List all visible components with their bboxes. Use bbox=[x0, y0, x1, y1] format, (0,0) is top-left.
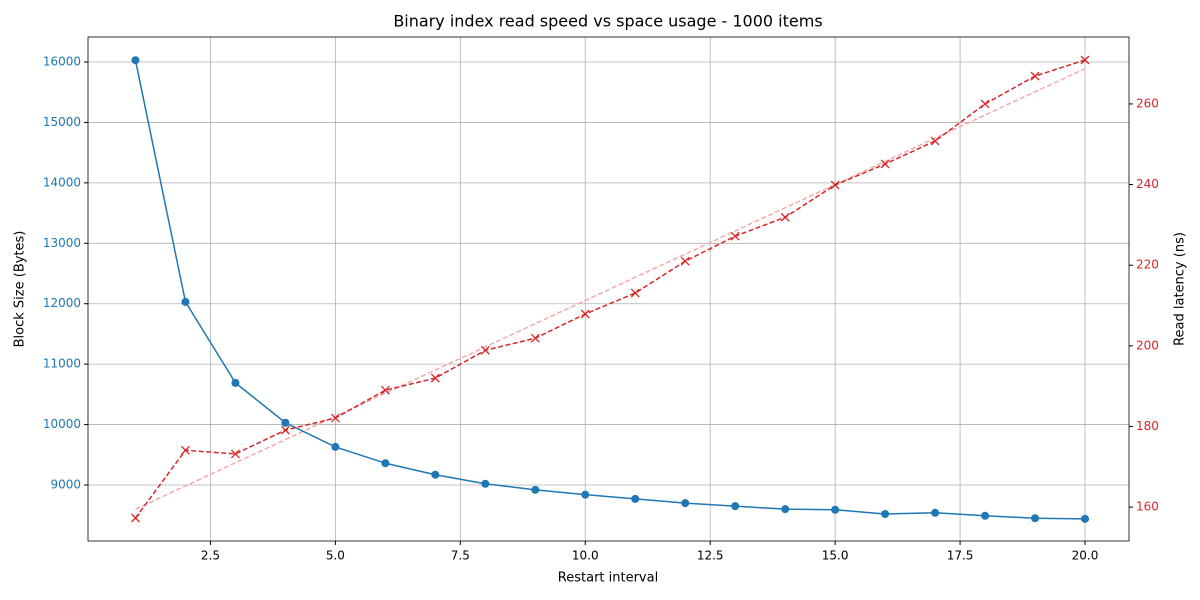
marker bbox=[931, 508, 940, 517]
marker bbox=[980, 99, 990, 109]
marker bbox=[530, 333, 540, 343]
marker bbox=[331, 442, 340, 451]
marker bbox=[680, 256, 690, 266]
chart-title: Binary index read speed vs space usage -… bbox=[393, 12, 822, 31]
marker bbox=[831, 505, 840, 514]
y-tick-label: 14000 bbox=[43, 175, 81, 189]
y-tick-label: 9000 bbox=[50, 477, 81, 491]
marker bbox=[981, 511, 990, 520]
y-tick-label: 15000 bbox=[43, 115, 81, 129]
y-tick-label: 11000 bbox=[43, 357, 81, 371]
marker bbox=[631, 494, 640, 503]
x-axis-label: Restart interval bbox=[558, 571, 658, 586]
marker bbox=[681, 499, 690, 508]
marker bbox=[380, 385, 390, 395]
marker bbox=[1030, 71, 1040, 81]
y-tick-label: 12000 bbox=[43, 296, 81, 310]
marker bbox=[480, 345, 490, 355]
x-tick-label: 10.0 bbox=[572, 549, 599, 563]
marker bbox=[730, 231, 740, 241]
marker bbox=[1081, 514, 1090, 523]
marker bbox=[531, 485, 540, 494]
x-tick-label: 2.5 bbox=[201, 549, 220, 563]
marker bbox=[131, 56, 140, 65]
marker bbox=[830, 180, 840, 190]
marker bbox=[580, 309, 590, 319]
marker bbox=[581, 490, 590, 499]
marker bbox=[780, 212, 790, 222]
x-tick-label: 17.5 bbox=[947, 549, 974, 563]
marker bbox=[230, 449, 240, 459]
marker bbox=[1080, 55, 1090, 65]
plot-frame bbox=[87, 36, 1130, 542]
marker bbox=[330, 413, 340, 423]
y-tick-label: 10000 bbox=[43, 417, 81, 431]
marker bbox=[430, 373, 440, 383]
marker bbox=[181, 297, 190, 306]
marker bbox=[930, 136, 940, 146]
marker bbox=[231, 378, 240, 387]
marker bbox=[1031, 514, 1040, 523]
marker bbox=[431, 470, 440, 479]
y-tick-label: 13000 bbox=[43, 236, 81, 250]
marker bbox=[881, 509, 890, 518]
marker bbox=[481, 479, 490, 488]
y-axis-label: Block Size (Bytes) bbox=[13, 231, 28, 348]
y2-tick-label: 200 bbox=[1136, 338, 1159, 352]
series-line bbox=[134, 59, 1086, 519]
y2-axis-label: Read latency (ns) bbox=[1173, 232, 1188, 346]
y2-tick-label: 180 bbox=[1136, 419, 1159, 433]
marker bbox=[630, 288, 640, 298]
y2-tick-label: 160 bbox=[1136, 500, 1159, 514]
y2-tick-label: 260 bbox=[1136, 96, 1159, 110]
marker bbox=[880, 159, 890, 169]
marker bbox=[180, 445, 190, 455]
x-tick-label: 5.0 bbox=[326, 549, 345, 563]
marker bbox=[280, 425, 290, 435]
series-line bbox=[135, 67, 1086, 510]
x-tick-label: 12.5 bbox=[697, 549, 724, 563]
y2-tick-label: 240 bbox=[1136, 177, 1159, 191]
marker bbox=[731, 502, 740, 511]
marker bbox=[381, 459, 390, 468]
marker bbox=[781, 505, 790, 514]
y2-tick-label: 220 bbox=[1136, 258, 1159, 272]
x-tick-label: 15.0 bbox=[822, 549, 849, 563]
marker bbox=[281, 418, 290, 427]
x-tick-label: 20.0 bbox=[1072, 549, 1099, 563]
marker bbox=[131, 513, 140, 523]
y-tick-label: 16000 bbox=[43, 55, 81, 69]
series-line bbox=[134, 60, 1086, 520]
x-tick-label: 7.5 bbox=[451, 549, 470, 563]
